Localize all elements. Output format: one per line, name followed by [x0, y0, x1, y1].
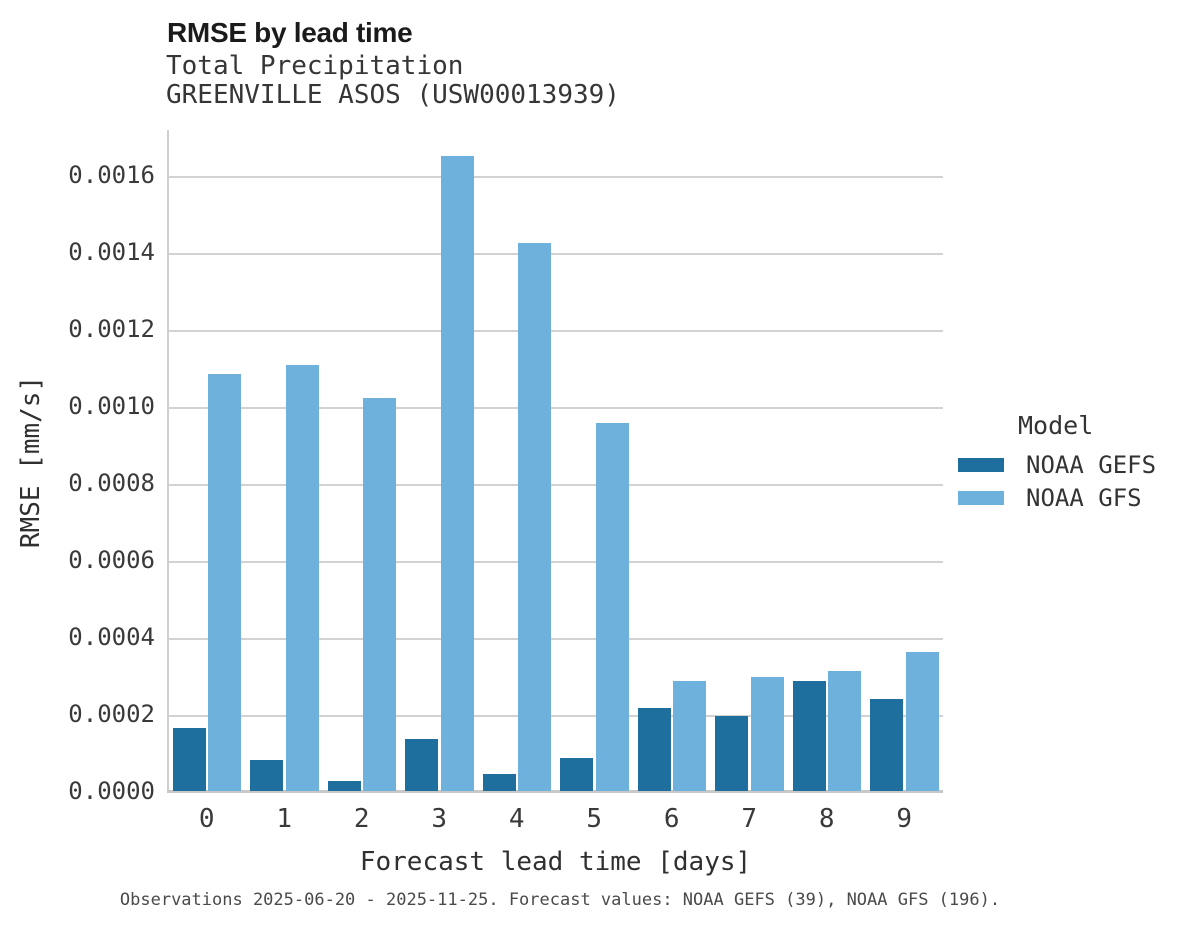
x-tick-label: 9 — [896, 804, 913, 834]
x-tick-label: 8 — [818, 804, 835, 834]
legend-label: NOAA GEFS — [1026, 451, 1157, 479]
x-tick-label: 2 — [353, 804, 370, 834]
bar-noaa-gefs-lead-3 — [405, 739, 438, 791]
legend-label: NOAA GFS — [1026, 484, 1142, 512]
bar-noaa-gefs-lead-1 — [250, 760, 283, 791]
legend: Model NOAA GEFS NOAA GFS — [958, 412, 1156, 518]
x-tick-label: 7 — [741, 804, 758, 834]
x-tick-label: 5 — [586, 804, 603, 834]
legend-title: Model — [1018, 411, 1094, 440]
gridline — [169, 176, 943, 179]
bar-noaa-gefs-lead-6 — [637, 708, 671, 791]
bar-noaa-gefs-lead-8 — [792, 681, 826, 791]
gridline — [169, 715, 943, 718]
gridline — [169, 638, 943, 641]
chart-caption: Observations 2025-06-20 - 2025-11-25. Fo… — [119, 890, 1001, 910]
y-tick-label: 0.0016 — [68, 161, 155, 190]
bar-noaa-gfs-lead-6 — [673, 681, 706, 791]
bar-noaa-gfs-lead-1 — [285, 364, 319, 791]
y-tick-label: 0.0014 — [68, 238, 155, 267]
x-axis-line — [167, 790, 943, 793]
gridline — [169, 561, 943, 564]
bar-noaa-gefs-lead-2 — [327, 781, 361, 791]
chart-subtitle-line1: Total Precipitation — [166, 51, 464, 81]
bar-noaa-gefs-lead-5 — [560, 758, 593, 791]
bar-noaa-gfs-lead-0 — [208, 374, 241, 791]
bar-noaa-gfs-lead-3 — [440, 155, 474, 791]
plot-area — [167, 130, 943, 793]
y-tick-label: 0.0006 — [68, 546, 155, 575]
bar-noaa-gfs-lead-5 — [595, 423, 629, 791]
bar-noaa-gefs-lead-4 — [482, 773, 516, 791]
chart-title: RMSE by lead time — [167, 17, 413, 48]
y-axis-spine — [167, 130, 169, 793]
x-axis-title: Forecast lead time [days] — [359, 847, 752, 877]
y-tick-label: 0.0000 — [68, 777, 155, 805]
gridline — [169, 253, 943, 256]
bar-noaa-gfs-lead-4 — [518, 242, 551, 791]
bar-noaa-gefs-lead-0 — [172, 727, 206, 791]
legend-item: NOAA GFS — [958, 485, 1156, 511]
y-tick-label: 0.0012 — [68, 315, 155, 344]
bar-noaa-gefs-lead-7 — [715, 715, 748, 791]
y-tick-label: 0.0002 — [68, 700, 155, 729]
y-tick-label: 0.0010 — [68, 392, 155, 421]
x-tick-label: 1 — [276, 804, 293, 834]
bar-noaa-gfs-lead-2 — [363, 397, 396, 791]
y-tick-label: 0.0008 — [68, 469, 155, 498]
x-tick-label: 4 — [508, 804, 525, 834]
chart-subtitle-line2: GREENVILLE ASOS (USW00013939) — [166, 80, 620, 110]
bar-noaa-gfs-lead-8 — [828, 670, 861, 791]
gridline — [169, 484, 943, 487]
bar-noaa-gefs-lead-9 — [870, 699, 903, 791]
bar-noaa-gfs-lead-7 — [750, 677, 784, 791]
x-tick-label: 0 — [198, 804, 215, 834]
x-tick-label: 6 — [663, 804, 680, 834]
legend-item: NOAA GEFS — [958, 452, 1156, 478]
gridline — [169, 407, 943, 410]
y-tick-label: 0.0004 — [68, 623, 155, 652]
bar-noaa-gfs-lead-9 — [905, 652, 939, 791]
gridline — [169, 330, 943, 333]
legend-swatch — [958, 491, 1004, 505]
legend-swatch — [958, 458, 1004, 472]
x-tick-label: 3 — [431, 804, 448, 834]
